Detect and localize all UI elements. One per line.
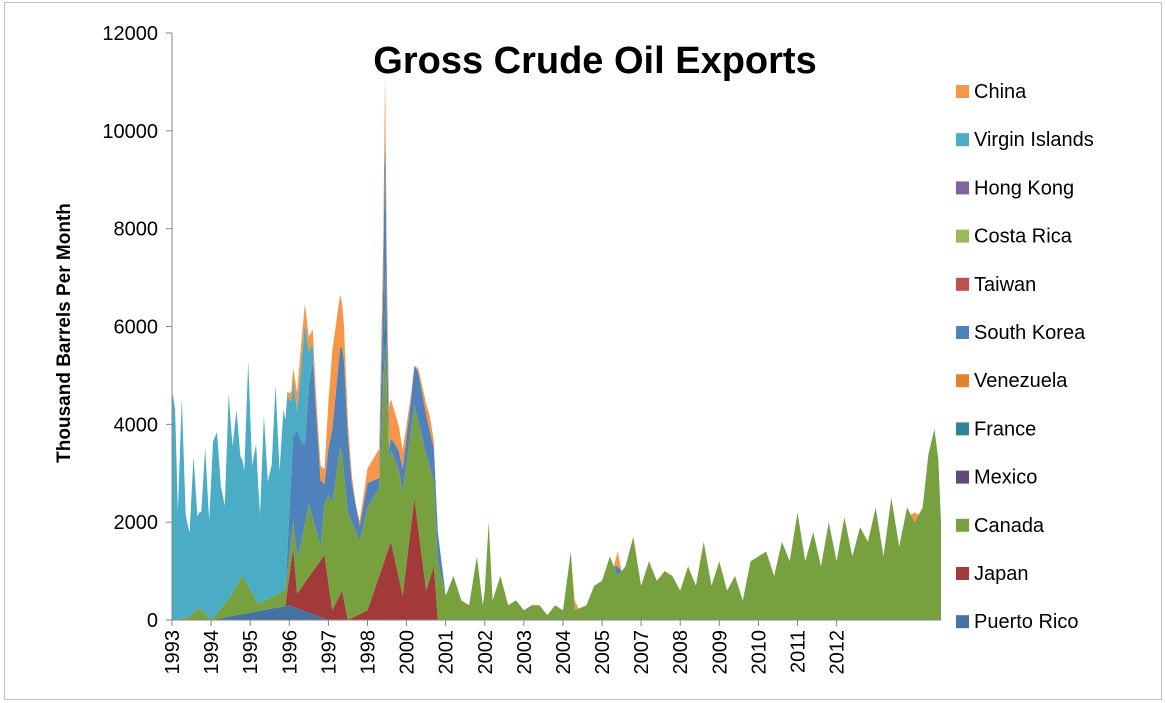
- x-tick-label: 2003: [514, 630, 536, 675]
- legend-item-france: France: [956, 418, 1036, 440]
- area-canada: [172, 343, 941, 620]
- legend-label: France: [974, 418, 1036, 440]
- x-tick-label: 1998: [358, 630, 380, 675]
- legend-swatch: [956, 422, 969, 436]
- y-tick-label: 12000: [102, 23, 158, 45]
- legend-swatch: [956, 326, 969, 339]
- x-tick-label: 2012: [827, 630, 849, 675]
- legend-item-mexico: Mexico: [956, 467, 1037, 489]
- chart-svg: Gross Crude Oil Exports Thousand Barrels…: [54, 23, 1094, 675]
- y-axis-label: Thousand Barrels Per Month: [54, 203, 75, 463]
- legend-item-hong-kong: Hong Kong: [956, 177, 1074, 199]
- legend-item-canada: Canada: [956, 515, 1045, 537]
- legend-swatch: [956, 133, 969, 147]
- legend-label: Mexico: [974, 467, 1037, 489]
- legend-label: Taiwan: [974, 274, 1036, 296]
- x-tick-label: 2000: [397, 630, 419, 675]
- legend-label: Canada: [974, 515, 1045, 537]
- legend-item-costa-rica: Costa Rica: [956, 226, 1073, 248]
- legend-item-venezuela: Venezuela: [956, 370, 1068, 392]
- legend-label: Venezuela: [974, 370, 1068, 392]
- legend-swatch: [956, 518, 969, 532]
- y-tick-label: 8000: [114, 219, 159, 241]
- legend-label: Virgin Islands: [974, 129, 1094, 151]
- y-tick-label: 6000: [114, 317, 159, 339]
- x-tick-label: 2004: [553, 630, 575, 675]
- x-tick-label: 1997: [318, 630, 340, 675]
- legend-label: Costa Rica: [974, 226, 1073, 248]
- legend-swatch: [956, 470, 969, 484]
- x-tick-label: 2005: [592, 630, 614, 675]
- x-tick-label: 2008: [670, 630, 692, 675]
- legend-swatch: [956, 229, 969, 243]
- y-tick-label: 2000: [114, 512, 159, 534]
- x-tick-label: 1996: [279, 630, 301, 675]
- legend-label: Japan: [974, 563, 1029, 585]
- legend-swatch: [956, 85, 969, 98]
- legend-swatch: [956, 181, 969, 195]
- legend-item-south-korea: South Korea: [956, 322, 1086, 344]
- legend-swatch: [956, 567, 969, 580]
- area-puerto-rico: [172, 605, 941, 620]
- area-virgin-islands: [172, 123, 941, 620]
- legend-swatch: [956, 374, 969, 388]
- legend-item-puerto-rico: Puerto Rico: [956, 611, 1079, 633]
- chart-frame: Gross Crude Oil Exports Thousand Barrels…: [4, 2, 1162, 700]
- legend-label: South Korea: [974, 322, 1086, 344]
- x-tick-label: 2010: [748, 630, 770, 675]
- axes-layer: 0 2000 4000 6000 8000 10000 12000 1993 1994 1995 1…: [102, 23, 941, 675]
- legend-item-virgin-islands: Virgin Islands: [956, 129, 1094, 151]
- x-tick-label: 2002: [475, 630, 497, 675]
- legend-item-taiwan: Taiwan: [956, 274, 1036, 296]
- legend-label: China: [974, 81, 1027, 103]
- x-tick-label: 2011: [788, 630, 810, 673]
- areas-layer: [172, 74, 941, 620]
- x-tick-label: 2007: [631, 630, 653, 675]
- x-tick-label: 1995: [240, 630, 262, 675]
- x-tick-label: 1994: [201, 630, 223, 675]
- chart-title: Gross Crude Oil Exports: [373, 40, 816, 82]
- legend-swatch: [956, 277, 969, 291]
- y-tick-label: 10000: [102, 121, 158, 143]
- x-tick-label: 2001: [436, 630, 458, 675]
- legend-label: Puerto Rico: [974, 611, 1079, 633]
- y-tick-label: 0: [147, 610, 158, 632]
- legend-item-china: China: [956, 81, 1027, 103]
- x-tick-label: 1993: [162, 630, 184, 675]
- x-tick-label: 2009: [709, 630, 731, 675]
- legend-label: Hong Kong: [974, 177, 1074, 199]
- legend-swatch: [956, 615, 969, 629]
- y-tick-label: 4000: [114, 414, 159, 436]
- legend: China Virgin Islands Hong Kong Costa Rica Ta…: [956, 81, 1094, 633]
- legend-item-japan: Japan: [956, 563, 1029, 585]
